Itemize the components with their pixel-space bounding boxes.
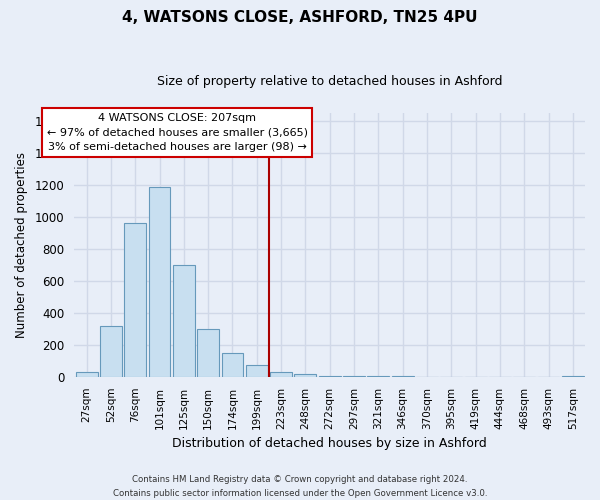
- Bar: [100, 326, 122, 377]
- X-axis label: Distribution of detached houses by size in Ashford: Distribution of detached houses by size …: [172, 437, 487, 450]
- Text: 4, WATSONS CLOSE, ASHFORD, TN25 4PU: 4, WATSONS CLOSE, ASHFORD, TN25 4PU: [122, 10, 478, 25]
- Bar: [246, 365, 268, 377]
- Text: 4 WATSONS CLOSE: 207sqm
← 97% of detached houses are smaller (3,665)
3% of semi-: 4 WATSONS CLOSE: 207sqm ← 97% of detache…: [47, 112, 308, 152]
- Text: Contains HM Land Registry data © Crown copyright and database right 2024.
Contai: Contains HM Land Registry data © Crown c…: [113, 476, 487, 498]
- Bar: [124, 223, 146, 377]
- Bar: [173, 265, 195, 377]
- Bar: [562, 376, 584, 377]
- Bar: [221, 353, 244, 377]
- Bar: [197, 329, 219, 377]
- Y-axis label: Number of detached properties: Number of detached properties: [15, 152, 28, 338]
- Bar: [343, 376, 365, 377]
- Bar: [319, 376, 341, 377]
- Bar: [270, 372, 292, 377]
- Bar: [295, 374, 316, 377]
- Bar: [149, 187, 170, 377]
- Bar: [76, 372, 98, 377]
- Title: Size of property relative to detached houses in Ashford: Size of property relative to detached ho…: [157, 75, 502, 88]
